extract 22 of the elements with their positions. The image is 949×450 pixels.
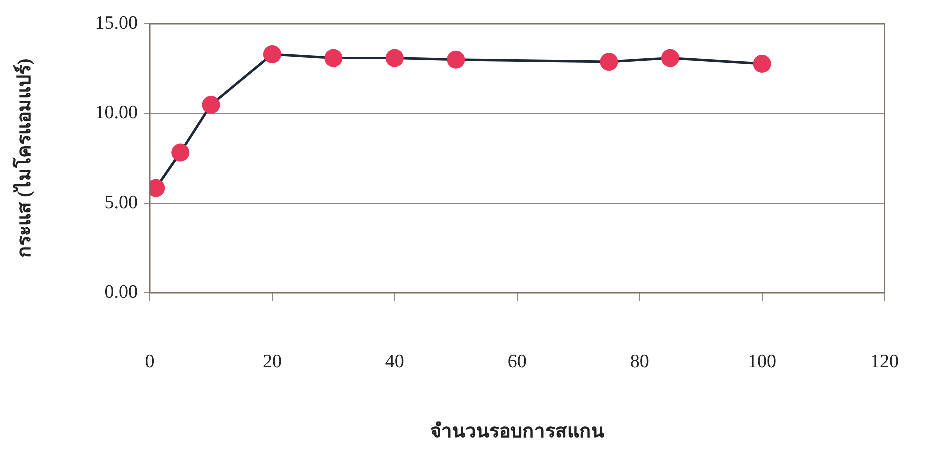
point <box>386 49 404 68</box>
x-tick-label: 60 <box>508 351 527 372</box>
x-tick-label: 120 <box>870 351 899 372</box>
y-tick-label: 0.00 <box>104 282 138 303</box>
y-tick-label: 10.00 <box>95 102 138 124</box>
x-tick-label: 100 <box>748 351 777 372</box>
point <box>753 54 772 73</box>
y-axis-title: กระแส (ไมโครแอมแปร์) <box>12 58 36 258</box>
y-tick-label: 5.00 <box>104 192 138 214</box>
point <box>263 45 282 64</box>
point <box>600 53 618 72</box>
x-axis-title: จำนวนรอบการสแกน <box>430 422 604 443</box>
point <box>661 49 680 68</box>
point <box>324 49 343 68</box>
point <box>202 96 220 114</box>
y-tick-label: 15.00 <box>95 12 138 34</box>
x-tick-label: 0 <box>145 351 155 372</box>
point <box>172 144 190 162</box>
point <box>447 50 466 69</box>
x-tick-label: 20 <box>262 351 282 372</box>
x-tick-label: 40 <box>385 351 404 372</box>
x-tick-label: 80 <box>630 351 650 372</box>
